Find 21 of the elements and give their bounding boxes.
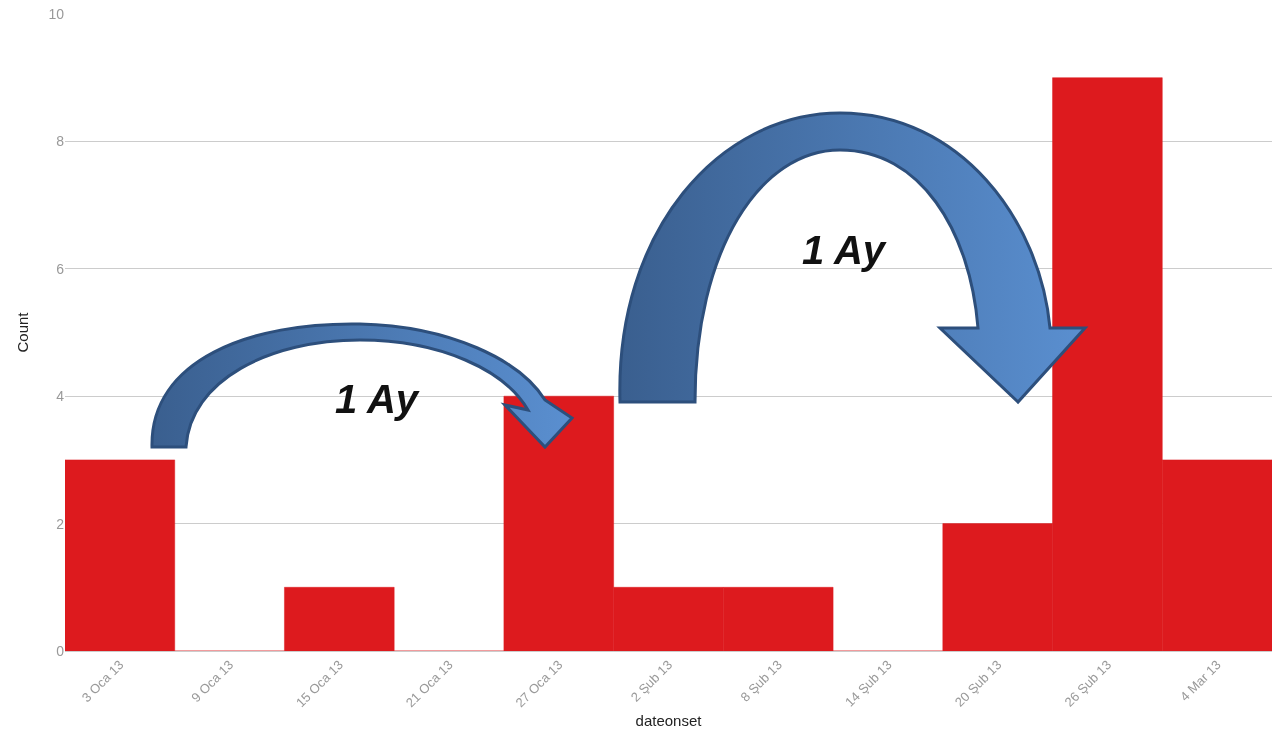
x-axis-title: dateonset [635,712,703,730]
x-tick-label: 8 Şub 13 [737,657,785,705]
y-tick-label: 10 [48,5,65,22]
x-tick-label: 21 Oca 13 [402,657,456,711]
x-tick-label: 9 Oca 13 [188,657,237,706]
y-tick-label: 0 [56,642,65,659]
y-tick-label: 4 [56,388,65,405]
x-tick-label: 14 Şub 13 [842,657,895,710]
y-tick-label: 2 [56,515,65,532]
annotation: 1 Ay [802,228,887,272]
y-tick-label: 6 [56,260,65,277]
annotation: 1 Ay [335,377,420,421]
x-tick-label: 26 Şub 13 [1061,657,1115,710]
x-tick-label: 15 Oca 13 [293,657,347,711]
y-axis-title: Count [13,311,31,353]
y-tick-label: 8 [56,133,65,150]
x-tick-label: 4 Mar 13 [1176,657,1224,705]
x-tick-label: 2 Şub 13 [627,657,676,705]
x-tick-label: 20 Şub 13 [951,657,1005,710]
x-tick-label: 3 Oca 13 [78,657,127,706]
x-tick-label: 27 Oca 13 [512,657,566,711]
